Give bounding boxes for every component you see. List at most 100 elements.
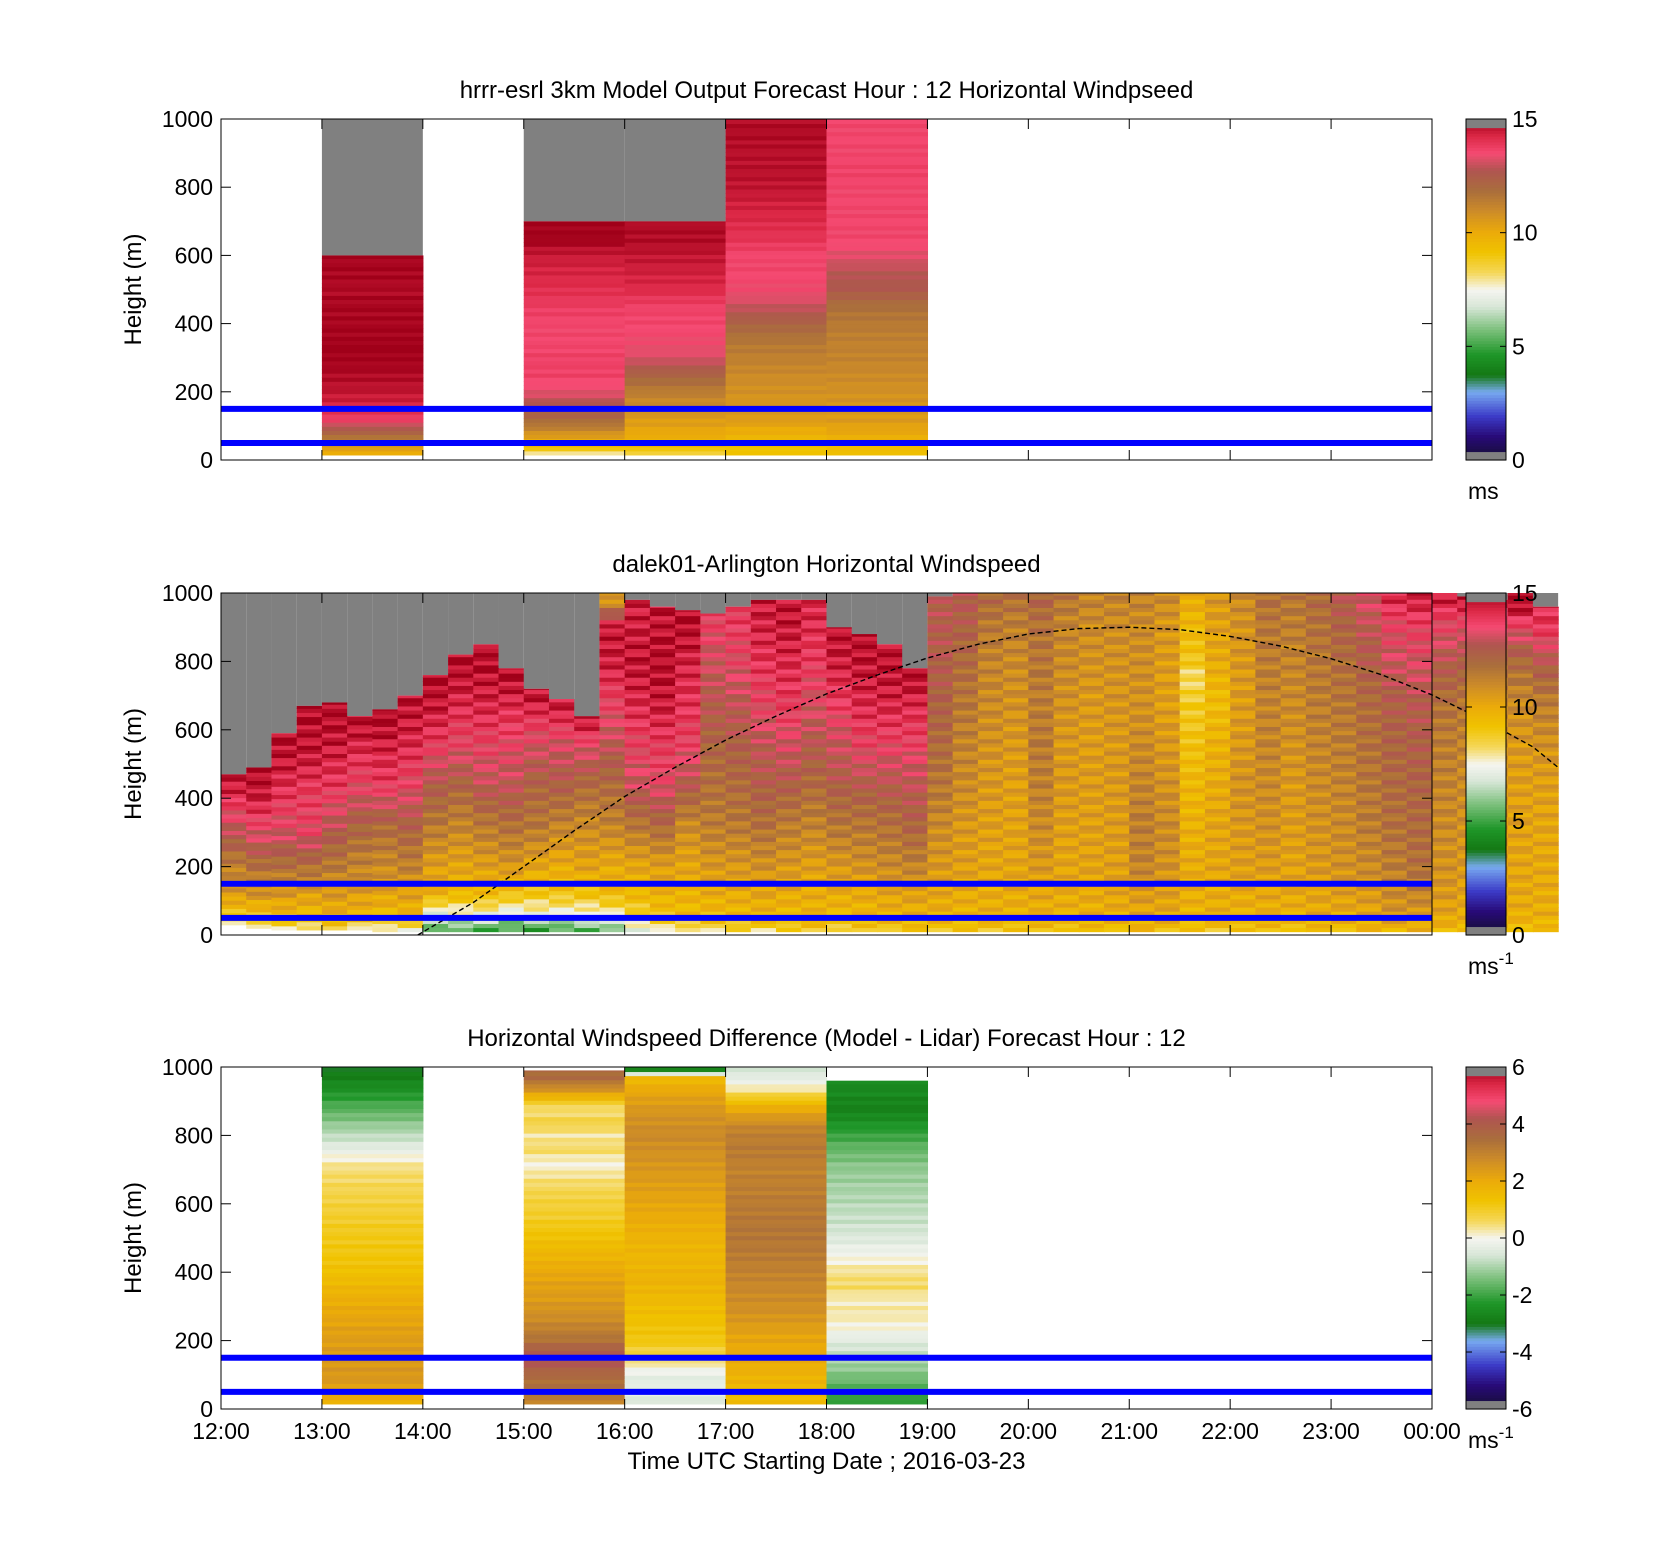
- heatmap-cell: [1255, 861, 1282, 867]
- heatmap-cell: [574, 808, 601, 814]
- heatmap-cell: [1305, 685, 1332, 691]
- heatmap-cell: [876, 693, 903, 699]
- heatmap-cell: [902, 861, 929, 867]
- heatmap-cell: [851, 722, 878, 727]
- heatmap-cell: [801, 714, 828, 719]
- heatmap-cell: [1129, 607, 1156, 613]
- heatmap-cell: [851, 857, 878, 863]
- heatmap-cell: [1003, 898, 1029, 904]
- heatmap-cell: [422, 804, 449, 810]
- heatmap-cell: [927, 615, 954, 621]
- heatmap-cell: [927, 599, 954, 604]
- heatmap-cell: [725, 160, 828, 165]
- heatmap-cell: [675, 865, 701, 871]
- heatmap-cell: [624, 1321, 727, 1327]
- heatmap-cell: [851, 763, 878, 769]
- heatmap-cell: [977, 878, 1004, 883]
- colorbar-tick-label: 10: [1512, 220, 1538, 246]
- heatmap-cell: [523, 870, 550, 875]
- heatmap-cell: [1154, 660, 1181, 666]
- heatmap-cell: [1532, 894, 1559, 900]
- heatmap-cell: [1230, 874, 1256, 879]
- heatmap-cell: [1331, 906, 1357, 912]
- heatmap-cell: [927, 828, 954, 834]
- heatmap-cell: [347, 897, 373, 902]
- heatmap-cell: [1280, 701, 1307, 707]
- heatmap-cell: [397, 874, 424, 879]
- heatmap-cell: [599, 751, 626, 756]
- heatmap-cell: [422, 911, 449, 916]
- heatmap-cell: [1053, 902, 1080, 908]
- heatmap-cell: [851, 890, 878, 896]
- heatmap-cell: [1432, 804, 1458, 810]
- heatmap-cell: [1028, 906, 1055, 912]
- heatmap-cell: [347, 823, 373, 828]
- heatmap-cell: [448, 911, 474, 916]
- heatmap-cell: [675, 668, 701, 674]
- heatmap-cell: [750, 681, 777, 686]
- heatmap-cell: [725, 192, 828, 198]
- heatmap-cell: [876, 742, 903, 748]
- heatmap-cell: [725, 615, 752, 621]
- heatmap-cell: [876, 853, 903, 859]
- heatmap-cell: [1406, 738, 1433, 744]
- heatmap-cell: [675, 697, 701, 703]
- heatmap-cell: [473, 783, 500, 789]
- heatmap-cell: [927, 660, 954, 666]
- heatmap-cell: [321, 389, 424, 395]
- heatmap-cell: [1381, 878, 1408, 883]
- heatmap-cell: [523, 283, 626, 288]
- heatmap-cell: [826, 701, 853, 707]
- heatmap-cell: [977, 640, 1004, 645]
- heatmap-cell: [321, 1268, 424, 1274]
- heatmap-cell: [902, 755, 929, 760]
- heatmap-cell: [599, 849, 626, 855]
- heatmap-cell: [624, 1104, 727, 1109]
- heatmap-cell: [927, 648, 954, 654]
- heatmap-cell: [473, 865, 500, 871]
- heatmap-cell: [1078, 759, 1105, 764]
- heatmap-cell: [1104, 755, 1130, 760]
- heatmap-cell: [1406, 923, 1433, 929]
- heatmap-cell: [826, 238, 929, 243]
- heatmap-cell: [498, 812, 525, 818]
- heatmap-cell: [1532, 693, 1559, 699]
- heatmap-cell: [1204, 845, 1231, 851]
- heatmap-cell: [675, 677, 701, 682]
- heatmap-cell: [1053, 693, 1080, 699]
- heatmap-cell: [321, 368, 424, 374]
- heatmap-cell: [271, 823, 298, 828]
- heatmap-cell: [1406, 927, 1433, 933]
- heatmap-cell: [1078, 705, 1105, 711]
- heatmap-cell: [1104, 927, 1130, 933]
- heatmap-cell: [1129, 701, 1156, 707]
- heatmap-cell: [1028, 911, 1055, 916]
- heatmap-cell: [1028, 779, 1055, 785]
- heatmap-cell: [397, 738, 424, 744]
- heatmap-cell: [397, 902, 424, 908]
- heatmap-cell: [448, 656, 474, 662]
- heatmap-cell: [271, 851, 298, 857]
- heatmap-cell: [347, 749, 373, 754]
- heatmap-cell: [851, 689, 878, 695]
- heatmap-cell: [1406, 593, 1433, 596]
- heatmap-cell: [1432, 837, 1458, 842]
- heatmap-cell: [523, 894, 550, 900]
- heatmap-cell: [902, 751, 929, 756]
- heatmap-cell: [826, 135, 929, 141]
- heatmap-cell: [1255, 775, 1282, 781]
- heatmap-cell: [1381, 804, 1408, 810]
- heatmap-cell: [1507, 701, 1534, 707]
- heatmap-cell: [1432, 603, 1458, 608]
- heatmap-cell: [776, 746, 802, 752]
- heatmap-cell: [372, 853, 399, 859]
- heatmap-cell: [1356, 812, 1383, 818]
- colorbar-segment: [1466, 689, 1506, 694]
- heatmap-cell: [1532, 714, 1559, 719]
- heatmap-cell: [1129, 599, 1156, 604]
- heatmap-cell: [750, 804, 777, 810]
- heatmap-cell: [321, 409, 424, 415]
- heatmap-cell: [599, 619, 626, 625]
- heatmap-cell: [397, 759, 424, 764]
- heatmap-cell: [523, 430, 626, 436]
